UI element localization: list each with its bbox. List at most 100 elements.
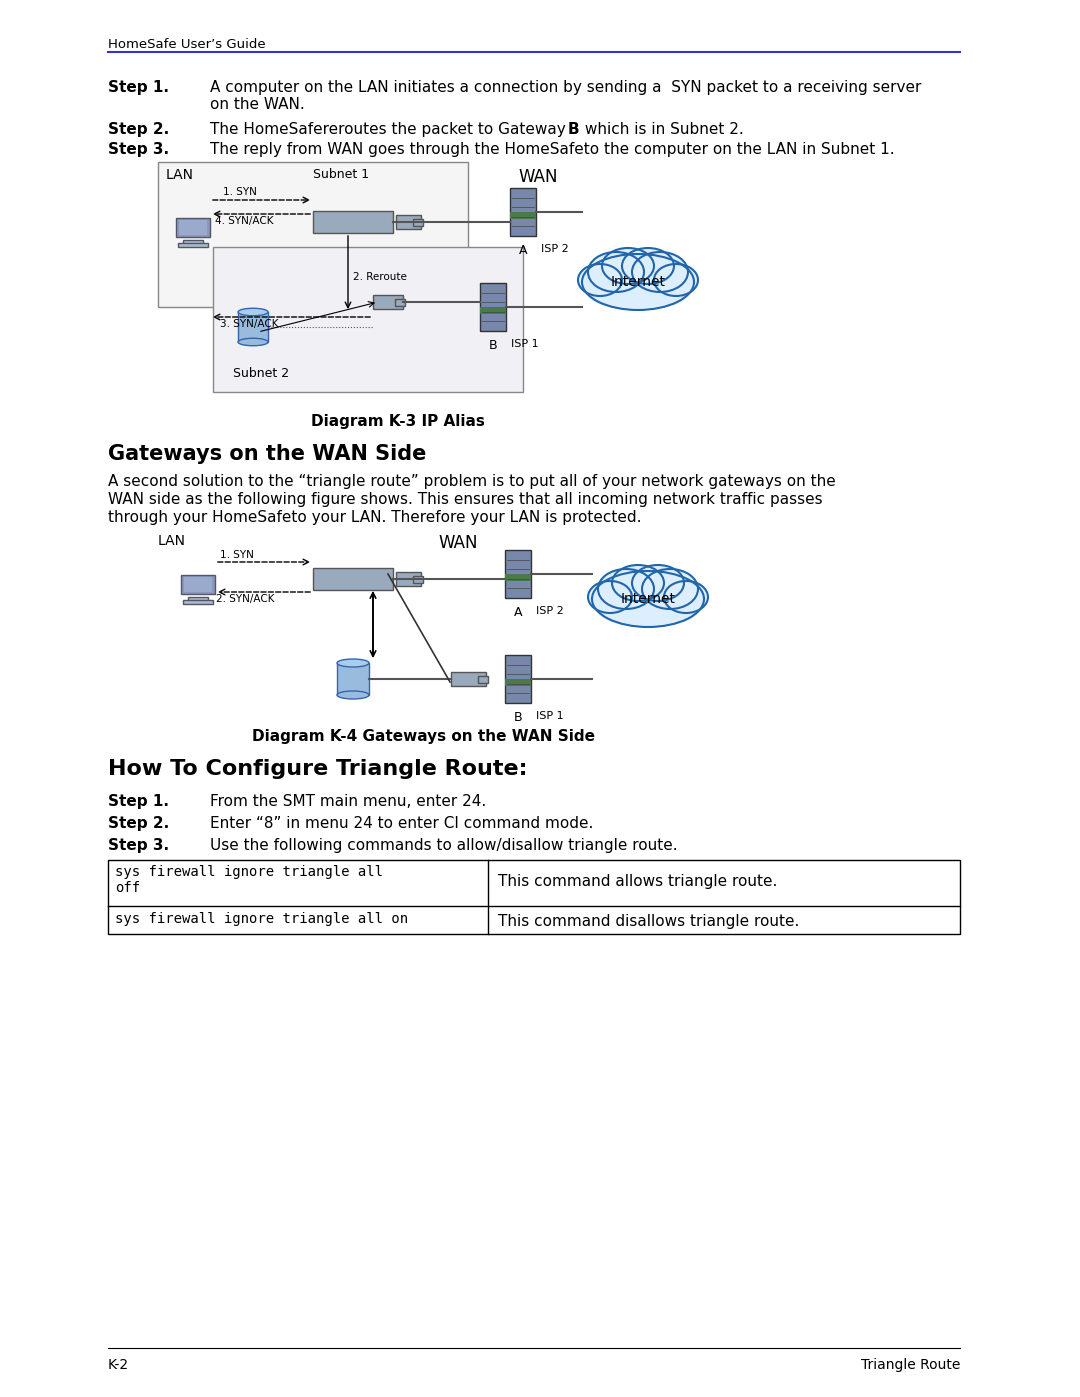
Text: Step 1.: Step 1.: [108, 793, 168, 809]
Text: Triangle Route: Triangle Route: [861, 1358, 960, 1372]
Ellipse shape: [664, 581, 708, 613]
FancyBboxPatch shape: [480, 284, 507, 331]
FancyBboxPatch shape: [505, 550, 531, 598]
FancyBboxPatch shape: [176, 218, 210, 237]
Ellipse shape: [598, 595, 698, 627]
Ellipse shape: [337, 659, 369, 666]
Text: Step 3.: Step 3.: [108, 838, 170, 854]
Ellipse shape: [622, 249, 674, 284]
FancyBboxPatch shape: [213, 247, 523, 393]
Ellipse shape: [578, 264, 622, 296]
FancyBboxPatch shape: [313, 211, 393, 233]
Text: WAN: WAN: [438, 534, 477, 552]
Text: A computer on the LAN initiates a connection by sending a  SYN packet to a recei: A computer on the LAN initiates a connec…: [210, 80, 921, 112]
FancyBboxPatch shape: [188, 597, 208, 601]
FancyBboxPatch shape: [183, 239, 203, 244]
Ellipse shape: [602, 249, 654, 284]
FancyBboxPatch shape: [510, 189, 536, 236]
Text: LAN: LAN: [158, 534, 186, 548]
FancyBboxPatch shape: [395, 299, 405, 306]
Text: The reply from WAN goes through the HomeSafeto the computer on the LAN in Subnet: The reply from WAN goes through the Home…: [210, 142, 894, 156]
Ellipse shape: [598, 569, 654, 609]
Text: The HomeSafereroutes the packet to Gateway: The HomeSafereroutes the packet to Gatew…: [210, 122, 576, 137]
Text: 2. SYN/ACK: 2. SYN/ACK: [216, 594, 274, 604]
Ellipse shape: [238, 309, 268, 316]
FancyBboxPatch shape: [395, 571, 420, 585]
FancyBboxPatch shape: [337, 664, 369, 694]
Ellipse shape: [588, 251, 644, 292]
Text: WAN side as the following figure shows. This ensures that all incoming network t: WAN side as the following figure shows. …: [108, 492, 823, 507]
Text: Subnet 2: Subnet 2: [233, 367, 289, 380]
Text: Step 2.: Step 2.: [108, 122, 170, 137]
FancyBboxPatch shape: [413, 576, 422, 583]
Text: 3. SYN/ACK: 3. SYN/ACK: [220, 319, 279, 330]
Text: B: B: [568, 122, 580, 137]
Text: A: A: [518, 244, 527, 257]
FancyBboxPatch shape: [183, 601, 213, 604]
Ellipse shape: [337, 692, 369, 698]
Text: Step 2.: Step 2.: [108, 816, 170, 831]
FancyBboxPatch shape: [505, 655, 531, 703]
Text: Gateways on the WAN Side: Gateways on the WAN Side: [108, 444, 427, 464]
Ellipse shape: [654, 264, 698, 296]
Text: Internet: Internet: [610, 275, 665, 289]
Text: B: B: [488, 339, 497, 352]
FancyBboxPatch shape: [313, 569, 393, 590]
Ellipse shape: [632, 564, 684, 601]
Text: Subnet 1: Subnet 1: [313, 168, 369, 182]
Text: A: A: [514, 606, 523, 619]
FancyBboxPatch shape: [179, 219, 207, 235]
Ellipse shape: [588, 278, 688, 310]
Text: WAN: WAN: [518, 168, 557, 186]
Text: sys firewall ignore triangle all on: sys firewall ignore triangle all on: [114, 912, 408, 926]
Text: Diagram K-3 IP Alias: Diagram K-3 IP Alias: [311, 414, 485, 429]
FancyBboxPatch shape: [178, 243, 208, 247]
FancyBboxPatch shape: [373, 295, 403, 309]
FancyBboxPatch shape: [181, 576, 215, 594]
Text: A second solution to the “triangle route” problem is to put all of your network : A second solution to the “triangle route…: [108, 474, 836, 489]
FancyBboxPatch shape: [450, 672, 486, 686]
Ellipse shape: [612, 564, 664, 601]
Text: which is in Subnet 2.: which is in Subnet 2.: [580, 122, 744, 137]
Text: Enter “8” in menu 24 to enter CI command mode.: Enter “8” in menu 24 to enter CI command…: [210, 816, 593, 831]
FancyBboxPatch shape: [480, 307, 507, 314]
Text: through your HomeSafeto your LAN. Therefore your LAN is protected.: through your HomeSafeto your LAN. Theref…: [108, 510, 642, 525]
Ellipse shape: [582, 254, 694, 310]
Text: This command disallows triangle route.: This command disallows triangle route.: [498, 914, 799, 929]
Ellipse shape: [592, 571, 704, 627]
FancyBboxPatch shape: [184, 577, 212, 592]
Text: ISP 1: ISP 1: [536, 711, 564, 721]
Text: Diagram K-4 Gateways on the WAN Side: Diagram K-4 Gateways on the WAN Side: [252, 729, 594, 745]
FancyBboxPatch shape: [158, 162, 468, 307]
Text: ISP 1: ISP 1: [511, 339, 539, 349]
FancyBboxPatch shape: [505, 679, 531, 686]
Text: Step 1.: Step 1.: [108, 80, 168, 95]
FancyBboxPatch shape: [238, 312, 268, 342]
FancyBboxPatch shape: [108, 861, 960, 935]
Text: ISP 2: ISP 2: [536, 606, 564, 616]
Ellipse shape: [642, 569, 698, 609]
Text: 2. Reroute: 2. Reroute: [353, 272, 407, 282]
Text: HomeSafe User’s Guide: HomeSafe User’s Guide: [108, 38, 266, 52]
FancyBboxPatch shape: [505, 574, 531, 581]
Text: Internet: Internet: [621, 592, 675, 606]
Text: Step 3.: Step 3.: [108, 142, 170, 156]
Text: How To Configure Triangle Route:: How To Configure Triangle Route:: [108, 759, 527, 780]
Text: 4. SYN/ACK: 4. SYN/ACK: [215, 217, 273, 226]
Text: 1. SYN: 1. SYN: [220, 550, 254, 560]
Text: B: B: [514, 711, 523, 724]
Text: LAN: LAN: [166, 168, 194, 182]
Ellipse shape: [238, 338, 268, 345]
Text: K-2: K-2: [108, 1358, 130, 1372]
FancyBboxPatch shape: [413, 218, 422, 225]
FancyBboxPatch shape: [395, 215, 420, 229]
Text: Use the following commands to allow/disallow triangle route.: Use the following commands to allow/disa…: [210, 838, 677, 854]
Ellipse shape: [632, 251, 688, 292]
Text: From the SMT main menu, enter 24.: From the SMT main menu, enter 24.: [210, 793, 486, 809]
Text: This command allows triangle route.: This command allows triangle route.: [498, 875, 778, 888]
Text: ISP 2: ISP 2: [541, 244, 569, 254]
Text: sys firewall ignore triangle all
off: sys firewall ignore triangle all off: [114, 865, 383, 895]
Text: 1. SYN: 1. SYN: [222, 187, 257, 197]
FancyBboxPatch shape: [477, 676, 487, 683]
Ellipse shape: [588, 581, 632, 613]
